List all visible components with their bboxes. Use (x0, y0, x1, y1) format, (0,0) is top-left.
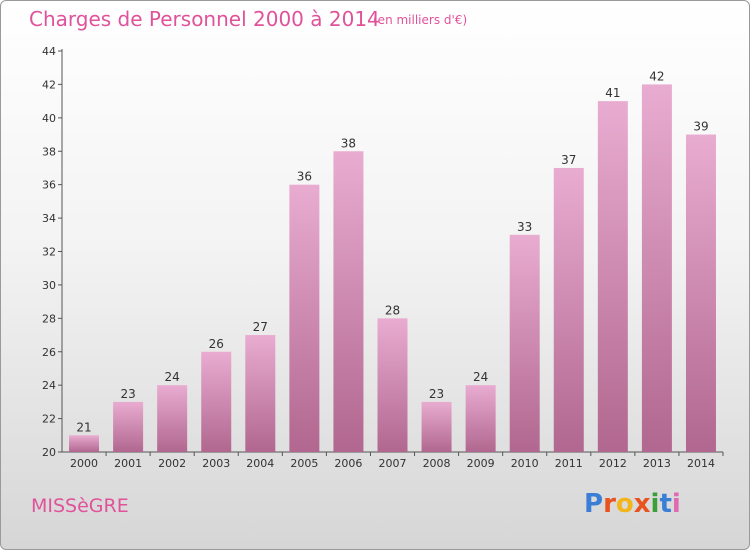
x-tick-label: 2005 (290, 457, 318, 470)
data-label: 37 (561, 153, 576, 167)
data-label: 23 (429, 387, 444, 401)
y-tick-label: 34 (42, 212, 56, 225)
y-tick-label: 36 (42, 179, 56, 192)
data-label: 42 (649, 69, 664, 83)
bar (333, 151, 364, 452)
y-tick-label: 20 (42, 446, 56, 459)
data-label: 21 (76, 420, 91, 434)
x-tick-label: 2003 (202, 457, 230, 470)
y-tick-label: 38 (42, 145, 56, 158)
y-tick-label: 44 (42, 45, 56, 58)
data-label: 38 (341, 136, 356, 150)
y-tick-label: 40 (42, 112, 56, 125)
y-tick-label: 24 (42, 379, 56, 392)
logo-letter: r (603, 489, 616, 519)
data-label: 41 (605, 86, 620, 100)
bar (157, 385, 188, 452)
x-tick-label: 2011 (555, 457, 583, 470)
chart-title: Charges de Personnel 2000 à 2014 (29, 7, 380, 31)
commune-name: MISSèGRE (31, 495, 129, 517)
bar (685, 134, 716, 452)
data-label: 36 (297, 170, 312, 184)
data-label: 27 (253, 320, 268, 334)
x-tick-label: 2006 (334, 457, 362, 470)
chart-unit: (en milliers d'€) (373, 13, 468, 27)
data-label: 26 (209, 337, 224, 351)
bar (597, 101, 628, 452)
logo-letter: P (584, 489, 604, 519)
bar (113, 401, 144, 452)
y-tick-label: 42 (42, 78, 56, 91)
x-tick-label: 2001 (114, 457, 142, 470)
bar (69, 435, 100, 452)
y-tick-label: 30 (42, 279, 56, 292)
data-label: 24 (473, 370, 488, 384)
x-tick-label: 2014 (687, 457, 715, 470)
x-tick-label: 2002 (158, 457, 186, 470)
bar (245, 335, 276, 452)
bar (421, 401, 452, 452)
x-tick-label: 2007 (379, 457, 407, 470)
bar (289, 184, 320, 452)
y-tick-label: 28 (42, 312, 56, 325)
y-tick-label: 32 (42, 246, 56, 259)
bar (641, 84, 672, 453)
x-tick-label: 2012 (599, 457, 627, 470)
x-tick-label: 2004 (246, 457, 274, 470)
x-tick-label: 2010 (511, 457, 539, 470)
logo-letter: o (615, 489, 634, 519)
logo-letter: t (659, 489, 672, 519)
logo-letter: i (650, 489, 660, 519)
bar (201, 351, 232, 452)
data-label: 39 (693, 120, 708, 134)
logo-letter: i (671, 489, 681, 519)
y-tick-label: 26 (42, 346, 56, 359)
bar (465, 385, 496, 452)
x-tick-label: 2008 (423, 457, 451, 470)
bar (553, 167, 584, 453)
y-tick-label: 22 (42, 413, 56, 426)
logo-letter: x (633, 489, 651, 519)
proxiti-logo: Proxiti (584, 489, 681, 519)
data-label: 33 (517, 220, 532, 234)
x-tick-label: 2009 (467, 457, 495, 470)
data-label: 28 (385, 303, 400, 317)
data-label: 23 (120, 387, 135, 401)
data-label: 24 (165, 370, 180, 384)
x-tick-label: 2000 (70, 457, 98, 470)
bar (509, 234, 540, 452)
bar (377, 318, 408, 452)
x-tick-label: 2013 (643, 457, 671, 470)
